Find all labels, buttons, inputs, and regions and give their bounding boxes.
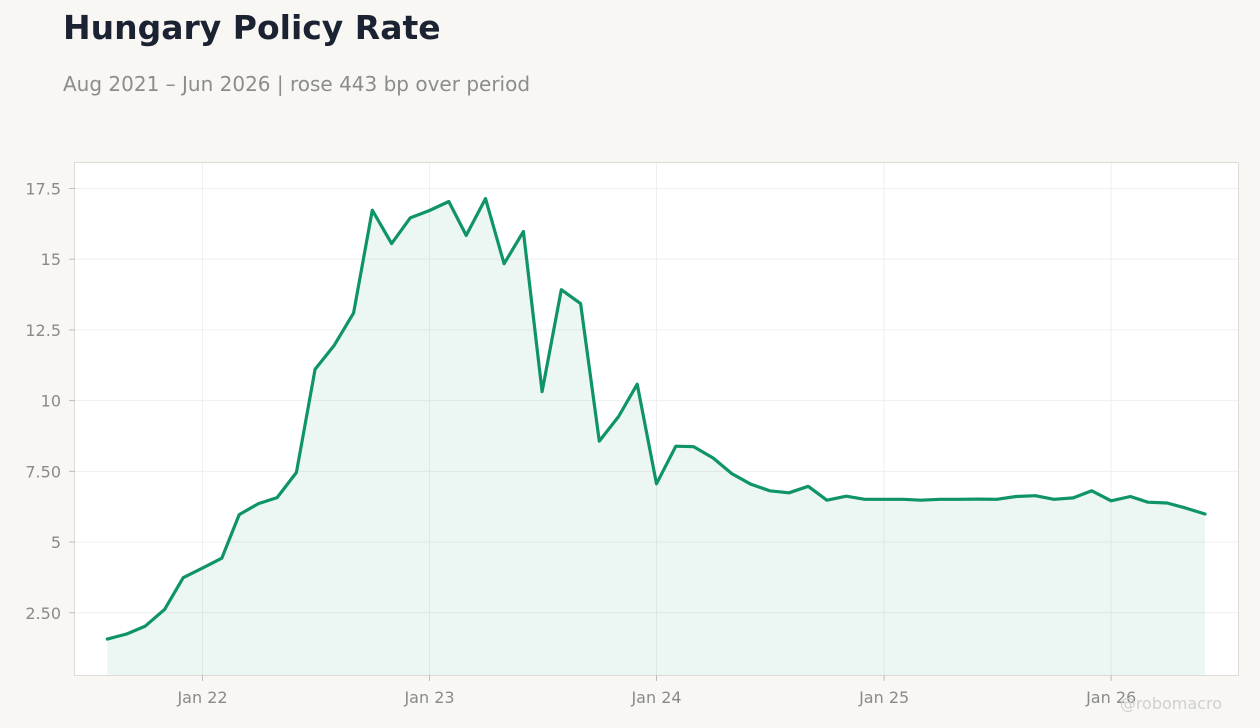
data-point	[674, 445, 677, 448]
data-point	[257, 502, 260, 505]
data-point	[163, 608, 166, 611]
data-point	[1165, 501, 1169, 505]
data-point	[1052, 498, 1056, 501]
data-point	[617, 415, 620, 418]
data-point	[144, 624, 147, 628]
data-point	[655, 482, 658, 485]
x-tick-label: Jan 25	[858, 688, 909, 707]
data-point	[465, 234, 468, 237]
data-point	[749, 483, 753, 486]
data-point	[938, 498, 942, 501]
data-point	[220, 557, 223, 560]
data-point	[371, 209, 374, 212]
data-point	[825, 499, 829, 502]
data-point	[1129, 495, 1132, 498]
grid-lines	[75, 163, 1238, 675]
y-tick-label: 2.50	[25, 604, 61, 623]
data-point	[182, 576, 185, 579]
data-point	[560, 288, 563, 291]
data-point	[1072, 496, 1075, 500]
data-point	[447, 200, 450, 203]
data-point	[995, 498, 998, 501]
watermark-text: @robomacro	[1119, 694, 1222, 713]
x-tick-label: Jan 24	[630, 688, 681, 707]
rate-area-fill	[107, 198, 1205, 675]
y-axis-ticks: 2.50 5 7.50 10 12.5 15 17.5	[25, 179, 75, 623]
data-point	[730, 472, 733, 475]
data-point	[598, 439, 601, 443]
data-point	[1090, 489, 1094, 492]
x-tick-label: Jan 22	[176, 688, 227, 707]
x-tick-label: Jan 26	[1085, 688, 1136, 707]
data-point	[1184, 506, 1188, 510]
data-point	[807, 485, 810, 488]
data-point	[902, 498, 905, 501]
data-point	[1109, 499, 1113, 502]
data-point	[522, 230, 525, 233]
series-area	[107, 198, 1205, 675]
data-point	[863, 498, 866, 501]
data-point	[295, 471, 298, 474]
data-point	[201, 566, 204, 570]
data-point	[636, 383, 639, 386]
data-point	[1014, 495, 1018, 498]
data-point	[845, 495, 848, 498]
data-point	[484, 197, 487, 200]
data-point	[409, 216, 412, 220]
data-point	[579, 302, 582, 305]
data-point	[352, 311, 355, 315]
y-tick-label: 7.50	[25, 462, 61, 481]
data-point	[957, 498, 960, 501]
y-tick-label: 12.5	[25, 321, 61, 340]
data-point	[428, 209, 431, 212]
y-tick-label: 10	[41, 392, 61, 411]
data-point	[238, 513, 241, 516]
data-point	[333, 344, 336, 347]
data-point	[313, 368, 317, 371]
data-point	[106, 637, 109, 641]
series-line	[105, 197, 1207, 641]
chart-title: Hungary Policy Rate	[63, 8, 441, 47]
y-tick-label: 5	[51, 533, 61, 552]
chart-subtitle: Aug 2021 – Jun 2026 | rose 443 bp over p…	[63, 72, 531, 96]
data-point	[275, 496, 279, 499]
x-axis-ticks: Jan 22 Jan 23 Jan 24 Jan 25 Jan 26	[176, 675, 1136, 707]
data-point	[125, 632, 128, 636]
data-point	[882, 498, 886, 501]
data-point	[540, 390, 544, 393]
data-point	[711, 456, 715, 460]
data-point	[976, 497, 980, 501]
y-tick-label: 15	[41, 250, 61, 269]
x-tick-label: Jan 23	[403, 688, 454, 707]
data-point	[1203, 512, 1207, 516]
data-point	[1034, 494, 1037, 497]
data-point	[1146, 501, 1150, 504]
data-point	[768, 489, 771, 492]
data-point	[787, 491, 791, 494]
y-tick-label: 17.5	[25, 179, 61, 198]
data-point	[390, 242, 393, 245]
data-point	[919, 499, 922, 502]
data-point	[502, 262, 506, 265]
data-point	[692, 445, 695, 448]
